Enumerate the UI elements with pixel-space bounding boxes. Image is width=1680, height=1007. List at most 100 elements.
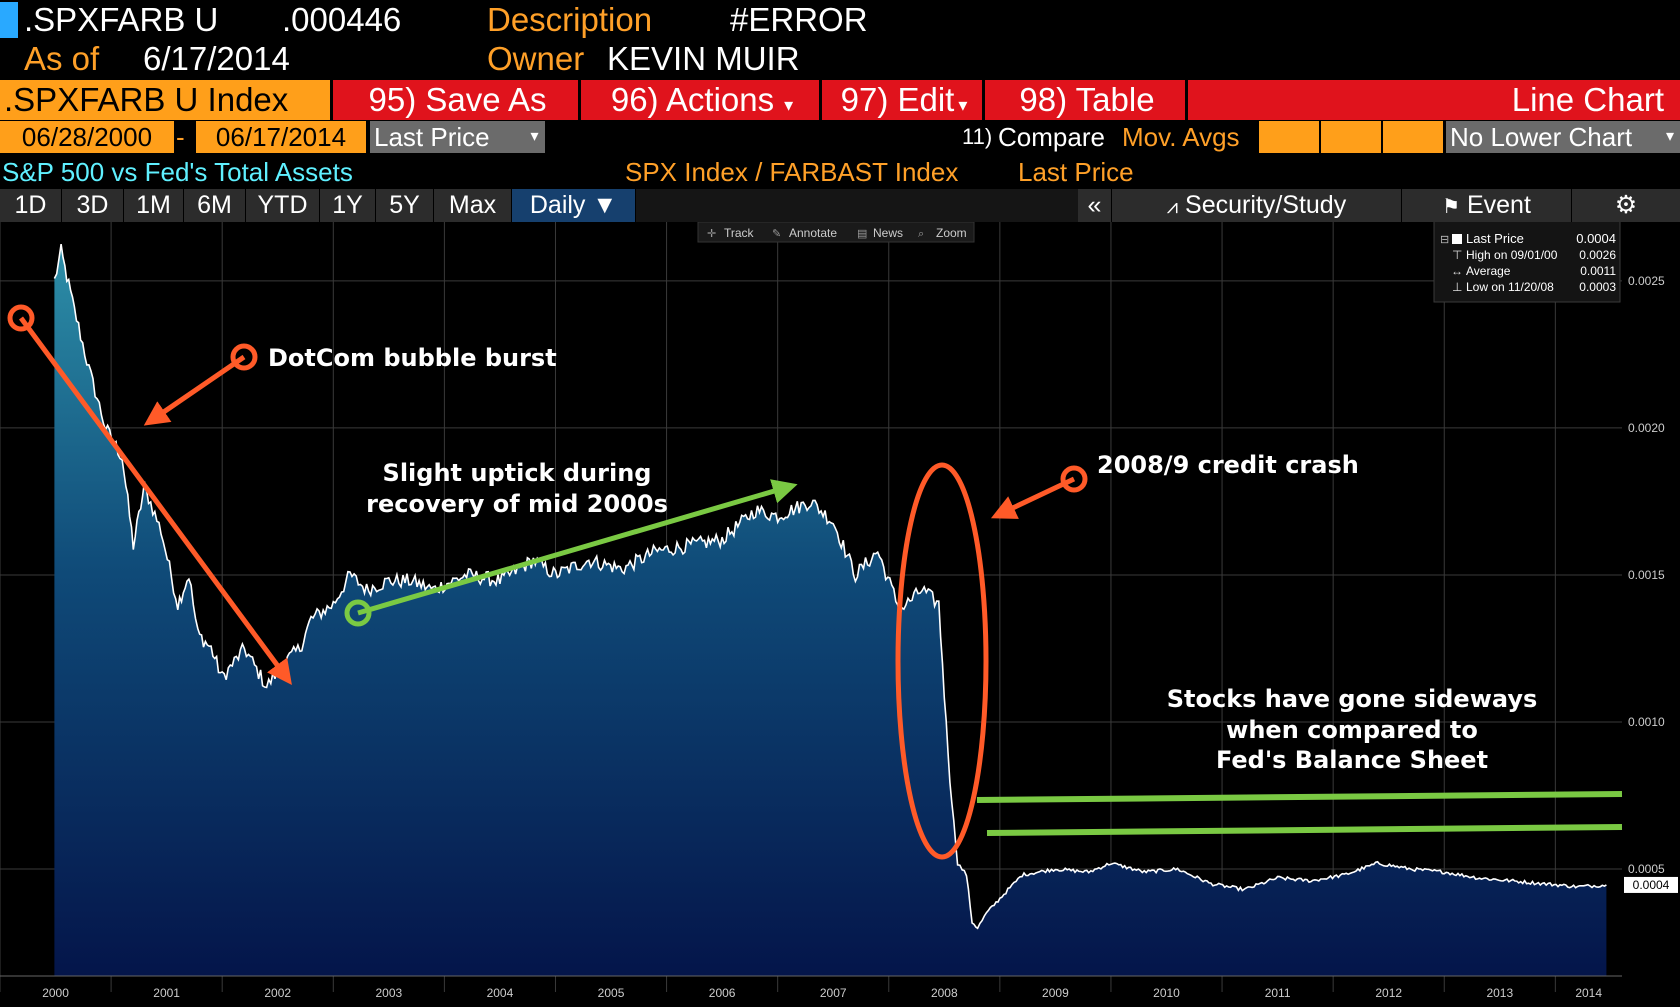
annotate-label: Annotate bbox=[789, 226, 837, 240]
chart-title: S&P 500 vs Fed's Total Assets bbox=[2, 157, 353, 187]
legend-avg-value: 0.0011 bbox=[1580, 264, 1616, 278]
chevron-down-icon: ▾ bbox=[958, 95, 968, 115]
tab-ytd[interactable]: YTD bbox=[246, 189, 320, 222]
news-button[interactable]: ▤ News bbox=[857, 226, 903, 240]
chart-title-row: S&P 500 vs Fed's Total Assets SPX Index … bbox=[0, 155, 1680, 189]
crash-pointer-marker bbox=[1060, 465, 1088, 493]
event-button[interactable]: ⚑ Event bbox=[1402, 189, 1572, 222]
x-tick-label: 2014 bbox=[1575, 986, 1602, 1000]
range-tab-row: 1D 3D 1M 6M YTD 1Y 5Y Max Daily ▼ « ⩘ Se… bbox=[0, 189, 1680, 222]
table-button[interactable]: 98) Table bbox=[985, 80, 1185, 120]
legend-high-value: 0.0026 bbox=[1579, 248, 1616, 262]
x-tick-label: 2012 bbox=[1375, 986, 1402, 1000]
dotcom-trend-arrow bbox=[18, 316, 292, 686]
x-tick-label: 2011 bbox=[1265, 986, 1291, 1000]
security-index-field[interactable]: .SPXFARB U Index bbox=[0, 80, 330, 120]
legend: ⊟ Last Price 0.0004 ⊤ High on 09/01/00 0… bbox=[1433, 213, 1621, 303]
tab-6m[interactable]: 6M bbox=[184, 189, 246, 222]
sideways-label-line1: Stocks have gone sideways bbox=[1167, 685, 1538, 713]
annotate-button[interactable]: ✎ Annotate bbox=[772, 226, 837, 240]
actions-menu[interactable]: 96) Actions ▾ bbox=[581, 80, 819, 120]
crash-ellipse bbox=[895, 462, 989, 860]
x-tick-label: 2004 bbox=[487, 986, 514, 1000]
security-study-button[interactable]: ⩘ Security/Study bbox=[1112, 189, 1402, 222]
compare-label[interactable]: Compare bbox=[998, 122, 1105, 152]
dotcom-start-marker bbox=[7, 304, 35, 332]
field-select[interactable]: Last Price bbox=[370, 121, 520, 153]
flag-icon: ⚑ bbox=[1442, 196, 1461, 218]
average-icon: ↔ bbox=[1451, 264, 1463, 278]
ticker-price: .000446 bbox=[282, 1, 402, 38]
high-icon: ⊤ bbox=[1452, 248, 1462, 262]
tab-5y[interactable]: 5Y bbox=[376, 189, 434, 222]
mov-avg-input-1[interactable] bbox=[1259, 121, 1319, 153]
owner-label: Owner bbox=[487, 40, 585, 77]
chart-ratio: SPX Index / FARBAST Index bbox=[625, 157, 959, 187]
event-label: Event bbox=[1466, 191, 1531, 219]
annotation-crash: 2008/9 credit crash bbox=[895, 451, 1359, 860]
sideways-lower-line bbox=[986, 824, 1623, 836]
x-tick-label: 2003 bbox=[375, 986, 402, 1000]
edit-menu[interactable]: 97) Edit ▾ bbox=[822, 80, 982, 120]
header-row-1: .SPXFARB U .000446 Description #ERROR bbox=[0, 0, 1680, 40]
field-dropdown-icon[interactable]: ▾ bbox=[520, 121, 545, 153]
legend-last-label: Last Price bbox=[1466, 231, 1524, 246]
mov-avg-input-3[interactable] bbox=[1383, 121, 1443, 153]
tab-3d[interactable]: 3D bbox=[62, 189, 124, 222]
chevron-down-icon: ▾ bbox=[784, 95, 794, 115]
news-label: News bbox=[873, 226, 903, 240]
x-tick-label: 2006 bbox=[709, 986, 736, 1000]
y-tick-label: 0.0020 bbox=[1628, 421, 1665, 435]
start-date-input[interactable]: 06/28/2000 bbox=[0, 121, 174, 153]
collapse-button[interactable]: « bbox=[1078, 189, 1112, 222]
asof-label: As of bbox=[24, 40, 100, 77]
chart-area[interactable]: 0.0005 0.0010 0.0015 0.0020 0.0025 2000 2001 2… bbox=[0, 213, 1680, 1002]
track-button[interactable]: ✛ Track bbox=[707, 226, 755, 240]
chart-field: Last Price bbox=[1018, 157, 1134, 187]
y-tick-label: 0.0015 bbox=[1628, 568, 1665, 582]
dotcom-label: DotCom bubble burst bbox=[268, 344, 557, 372]
x-tick-label: 2000 bbox=[42, 986, 69, 1000]
mov-avg-input-2[interactable] bbox=[1321, 121, 1381, 153]
description-label: Description bbox=[487, 1, 653, 38]
date-row: 06/28/2000 - 06/17/2014 Last Price ▾ 11)… bbox=[0, 121, 1680, 153]
annotation-uptick: Slight uptick during recovery of mid 200… bbox=[344, 459, 798, 627]
frequency-label: Daily bbox=[529, 191, 586, 219]
x-tick-label: 2008 bbox=[931, 986, 958, 1000]
header-row-2: As of 6/17/2014 Owner KEVIN MUIR bbox=[0, 40, 1680, 78]
news-icon: ▤ bbox=[857, 228, 867, 240]
sideways-upper-line bbox=[976, 791, 1623, 803]
mov-avgs-label[interactable]: Mov. Avgs bbox=[1122, 122, 1240, 152]
last-value-label: 0.0004 bbox=[1633, 878, 1670, 892]
end-date-input[interactable]: 06/17/2014 bbox=[196, 121, 366, 153]
lower-chart-dropdown-icon[interactable]: ▾ bbox=[1656, 121, 1680, 153]
series-line bbox=[53, 243, 1607, 930]
series-area bbox=[54, 244, 1607, 977]
settings-button[interactable]: ⚙ bbox=[1572, 189, 1680, 222]
owner-value: KEVIN MUIR bbox=[607, 40, 800, 77]
tab-1y[interactable]: 1Y bbox=[320, 189, 376, 222]
chart-type-button[interactable]: Line Chart bbox=[1188, 80, 1680, 120]
edit-label: 97) Edit bbox=[840, 81, 955, 118]
caret-down-icon: ▼ bbox=[592, 191, 618, 219]
save-as-button[interactable]: 95) Save As bbox=[333, 80, 578, 120]
menu-bar: .SPXFARB U Index 95) Save As 96) Actions… bbox=[0, 80, 1680, 120]
lower-chart-select[interactable]: No Lower Chart bbox=[1446, 121, 1656, 153]
gear-icon: ⚙ bbox=[1614, 191, 1638, 219]
tab-1d[interactable]: 1D bbox=[0, 189, 62, 222]
zoom-button[interactable]: ⌕ Zoom bbox=[918, 226, 967, 240]
magnifier-icon: ⌕ bbox=[918, 228, 924, 240]
ticker-symbol: .SPXFARB U bbox=[24, 1, 219, 38]
dotcom-pointer-marker bbox=[230, 343, 258, 371]
tab-max[interactable]: Max bbox=[434, 189, 512, 222]
uptick-start-marker bbox=[344, 599, 372, 627]
y-axis: 0.0005 0.0010 0.0015 0.0020 0.0025 bbox=[1628, 274, 1665, 876]
legend-high-label: High on 09/01/00 bbox=[1466, 248, 1558, 262]
collapse-icon: ⊟ bbox=[1440, 234, 1449, 246]
description-value: #ERROR bbox=[730, 1, 868, 38]
last-value-tag: 0.0004 bbox=[1624, 876, 1678, 893]
crosshair-icon: ✛ bbox=[707, 228, 716, 240]
tab-1m[interactable]: 1M bbox=[124, 189, 184, 222]
frequency-select[interactable]: Daily ▼ bbox=[512, 189, 636, 222]
